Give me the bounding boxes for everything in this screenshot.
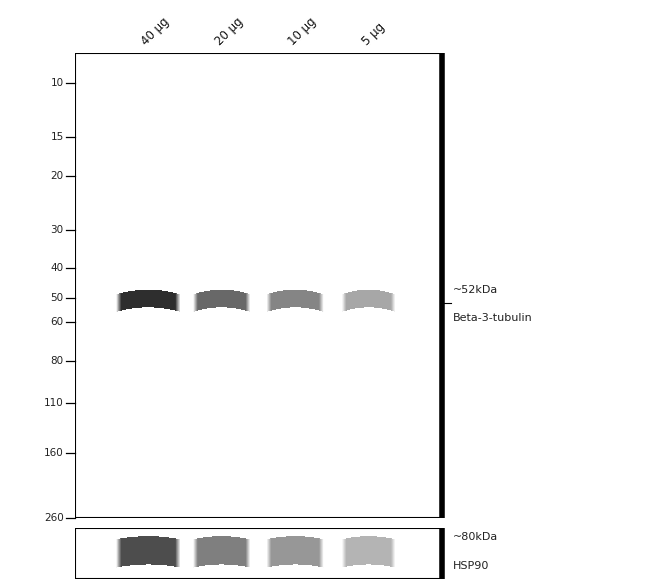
Text: 110: 110 bbox=[44, 398, 64, 408]
Text: 40 μg: 40 μg bbox=[139, 15, 172, 48]
Text: Beta-3-tubulin: Beta-3-tubulin bbox=[453, 313, 533, 323]
Text: 50: 50 bbox=[51, 293, 64, 303]
Text: 40: 40 bbox=[51, 263, 64, 273]
Text: 60: 60 bbox=[51, 317, 64, 327]
Text: 80: 80 bbox=[51, 356, 64, 366]
Text: 10: 10 bbox=[51, 78, 64, 88]
Text: 20 μg: 20 μg bbox=[213, 15, 246, 48]
Text: HSP90: HSP90 bbox=[453, 561, 489, 572]
Text: 15: 15 bbox=[51, 132, 64, 142]
Text: ~80kDa: ~80kDa bbox=[453, 532, 499, 542]
Text: 10 μg: 10 μg bbox=[286, 15, 319, 48]
Text: 160: 160 bbox=[44, 448, 64, 458]
Text: 20: 20 bbox=[51, 171, 64, 181]
Text: ~52kDa: ~52kDa bbox=[453, 285, 499, 295]
Text: 260: 260 bbox=[44, 512, 64, 523]
Text: 5 μg: 5 μg bbox=[359, 20, 387, 48]
Text: 30: 30 bbox=[51, 225, 64, 235]
